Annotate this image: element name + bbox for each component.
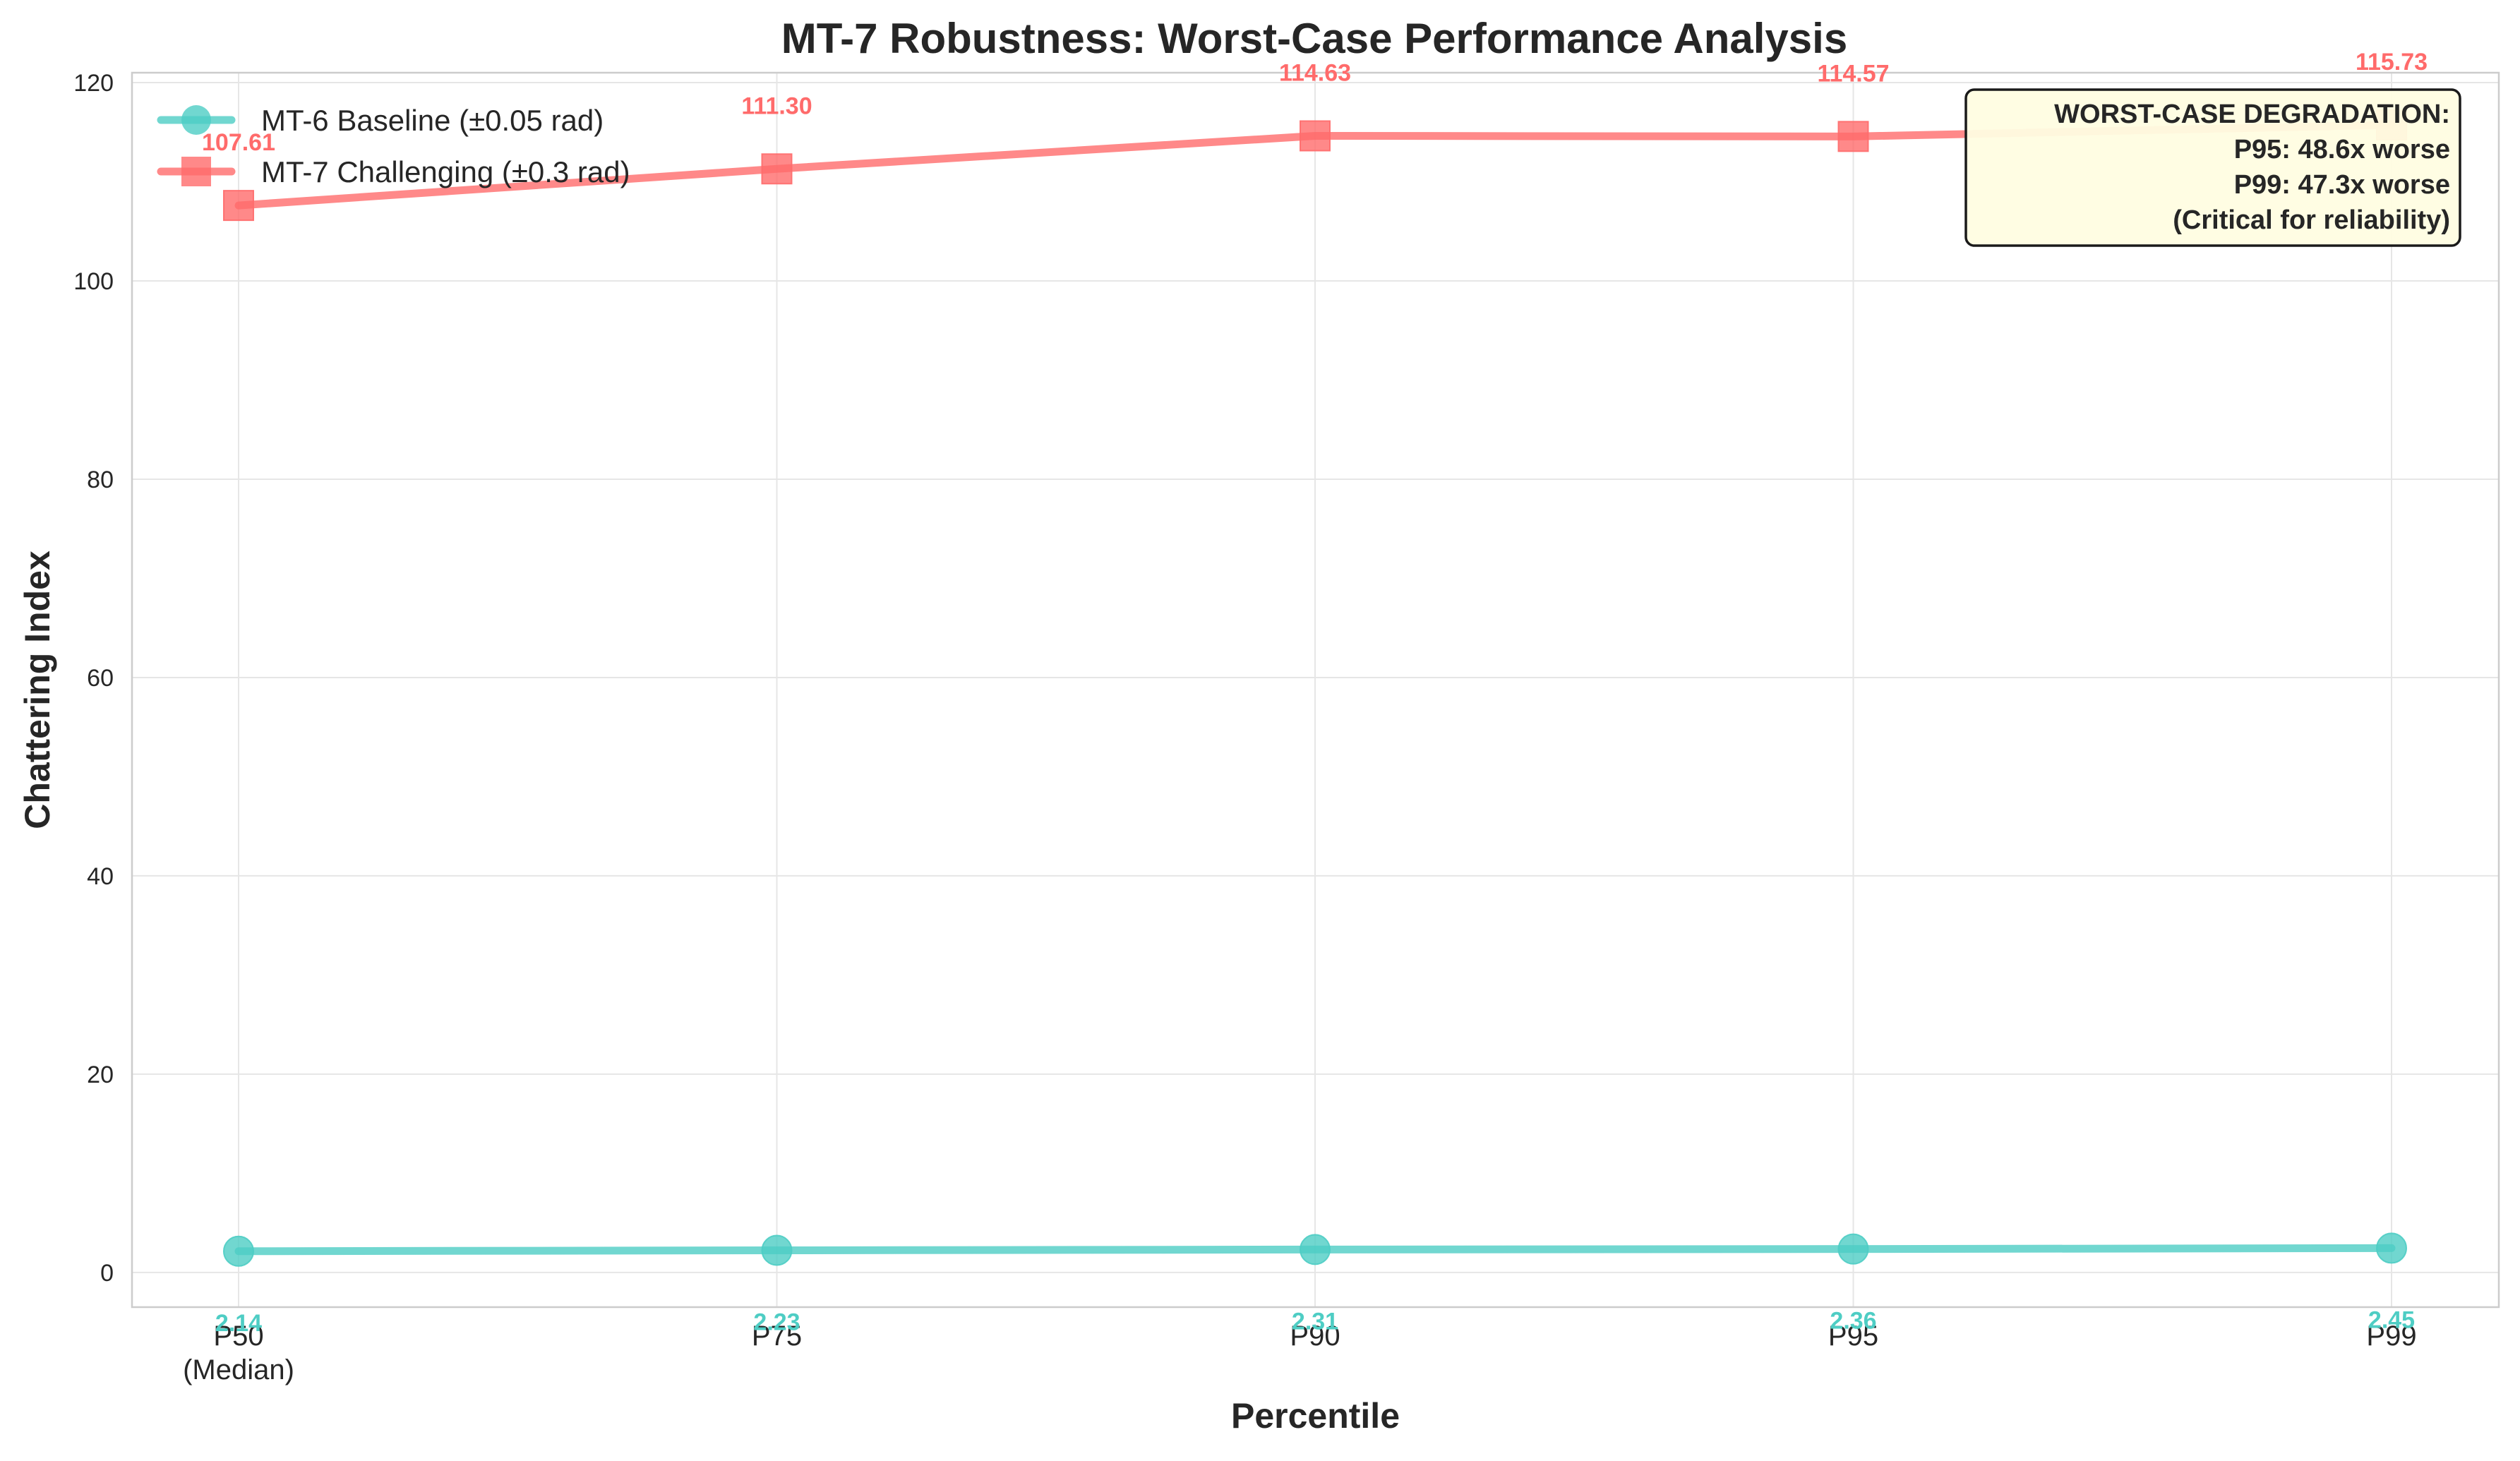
data-point	[1300, 120, 1331, 152]
series-1	[223, 1232, 2407, 1267]
x-axis-ticks: P50 (Median) P75 P90 P95 P99	[183, 1321, 2417, 1385]
data-point	[761, 1234, 793, 1266]
legend-item: MT-7 Challenging (±0.3 rad)	[157, 155, 630, 188]
legend-label: MT-7 Challenging (±0.3 rad)	[261, 155, 630, 188]
data-label: 107.61	[202, 129, 275, 156]
annotation-box	[1964, 88, 2461, 247]
legend-item: MT-6 Baseline (±0.05 rad)	[157, 104, 604, 137]
x-tick-label-line: P75	[752, 1321, 802, 1352]
data-point	[223, 1235, 254, 1267]
data-label: 2.31	[1292, 1308, 1338, 1335]
data-point	[223, 190, 254, 222]
data-point	[1837, 121, 1869, 152]
chart-title: MT-7 Robustness: Worst-Case Performance …	[781, 15, 1847, 62]
data-label: 2.45	[2368, 1306, 2415, 1333]
annotation-line: P99: 47.3x worse	[2234, 170, 2450, 200]
data-point	[1300, 1234, 1331, 1265]
y-tick-label: 60	[87, 665, 114, 692]
data-point	[761, 153, 793, 185]
x-tick-label-line: P90	[1290, 1321, 1340, 1352]
data-point	[1837, 1233, 1869, 1265]
x-tick-label: P95	[1828, 1321, 1878, 1352]
x-axis-label: Percentile	[1231, 1396, 1400, 1436]
data-label: 2.36	[1830, 1308, 1876, 1335]
x-tick-label-line: P99	[2366, 1321, 2416, 1352]
x-tick-label-line: P95	[1828, 1321, 1878, 1352]
legend-marker	[181, 157, 211, 186]
y-tick-label: 100	[73, 268, 114, 295]
y-tick-label: 0	[100, 1260, 114, 1287]
x-tick-label-line: (Median)	[183, 1354, 294, 1385]
data-label: 2.23	[753, 1309, 800, 1336]
data-label: 111.30	[741, 92, 812, 119]
data-labels: 2.14 2.23 2.31 2.36 2.45 107.61 111.30 114.63 11…	[202, 49, 2428, 1337]
data-label: 114.57	[1817, 60, 1889, 87]
y-tick-label: 80	[87, 467, 114, 493]
data-label: 2.14	[215, 1310, 262, 1337]
legend-marker	[181, 105, 211, 135]
y-tick-label: 20	[87, 1062, 114, 1088]
x-tick-label: P75	[752, 1321, 802, 1352]
x-tick-label: P99	[2366, 1321, 2416, 1352]
annotation-line: (Critical for reliability)	[2173, 205, 2450, 235]
y-tick-label: 120	[73, 70, 114, 97]
x-tick-label: P90	[1290, 1321, 1340, 1352]
annotation-line: WORST-CASE DEGRADATION:	[2054, 100, 2450, 129]
y-axis-label: Chattering Index	[18, 551, 57, 829]
degradation-annotation: WORST-CASE DEGRADATION: P95: 48.6x worse P…	[1964, 88, 2461, 247]
grid	[132, 73, 2499, 1307]
y-tick-label: 40	[87, 863, 114, 890]
y-axis-ticks: 0 20 40 60 80 100 120	[73, 70, 114, 1287]
data-label: 114.63	[1279, 59, 1351, 86]
data-point	[2376, 1232, 2407, 1264]
x-tick-label: P50 (Median)	[183, 1321, 294, 1385]
legend: MT-6 Baseline (±0.05 rad) MT-7 Challengin…	[157, 104, 630, 188]
legend-label: MT-6 Baseline (±0.05 rad)	[261, 104, 604, 137]
annotation-line: P95: 48.6x worse	[2234, 135, 2450, 164]
x-tick-label-line: P50	[213, 1321, 263, 1352]
plot-frame	[131, 71, 2500, 1309]
data-label: 115.73	[2356, 49, 2428, 76]
